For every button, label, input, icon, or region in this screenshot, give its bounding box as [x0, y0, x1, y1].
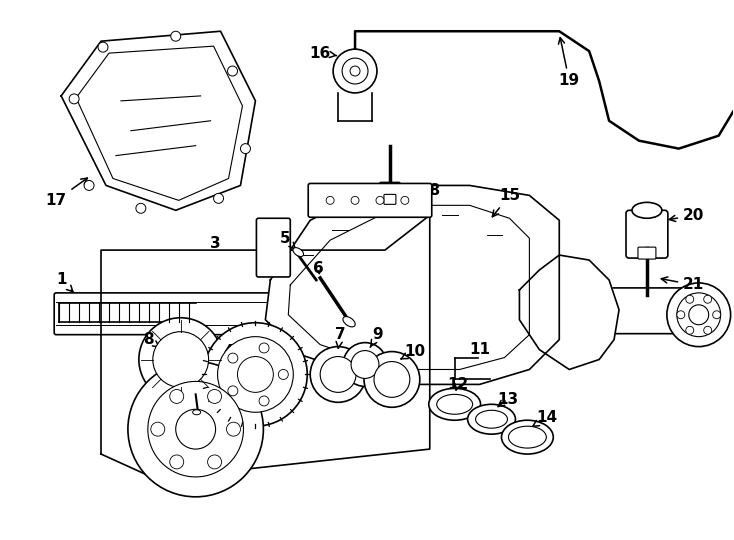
Ellipse shape — [501, 420, 553, 454]
Circle shape — [677, 311, 685, 319]
Polygon shape — [520, 255, 619, 369]
Ellipse shape — [632, 202, 662, 218]
Circle shape — [238, 356, 273, 393]
Circle shape — [374, 361, 410, 397]
Circle shape — [228, 386, 238, 396]
Circle shape — [320, 356, 356, 393]
Circle shape — [170, 389, 184, 403]
FancyBboxPatch shape — [384, 194, 396, 204]
Text: 13: 13 — [497, 392, 518, 407]
Circle shape — [686, 295, 694, 303]
Text: 5: 5 — [280, 231, 296, 249]
Circle shape — [217, 336, 294, 412]
Circle shape — [128, 361, 264, 497]
Circle shape — [704, 295, 712, 303]
Text: 21: 21 — [661, 277, 705, 293]
Circle shape — [208, 455, 222, 469]
Text: 18: 18 — [413, 183, 440, 198]
Circle shape — [351, 350, 379, 379]
Circle shape — [376, 197, 384, 204]
Ellipse shape — [192, 410, 200, 415]
Ellipse shape — [437, 394, 473, 414]
Circle shape — [175, 409, 216, 449]
Text: 17: 17 — [46, 178, 87, 208]
FancyBboxPatch shape — [517, 288, 716, 334]
FancyBboxPatch shape — [380, 183, 400, 197]
FancyBboxPatch shape — [54, 293, 277, 335]
Circle shape — [259, 343, 269, 353]
Text: 11: 11 — [469, 342, 490, 357]
Text: 6: 6 — [313, 260, 324, 275]
Circle shape — [241, 144, 250, 153]
Circle shape — [326, 197, 334, 204]
Circle shape — [704, 326, 712, 334]
Circle shape — [278, 369, 288, 380]
Text: 9: 9 — [370, 327, 383, 347]
Ellipse shape — [468, 404, 515, 434]
Circle shape — [69, 94, 79, 104]
Circle shape — [170, 455, 184, 469]
Ellipse shape — [429, 388, 481, 420]
Circle shape — [333, 49, 377, 93]
Circle shape — [208, 389, 222, 403]
Circle shape — [364, 352, 420, 407]
Circle shape — [310, 347, 366, 402]
Ellipse shape — [509, 426, 546, 448]
Circle shape — [686, 326, 694, 334]
Circle shape — [351, 197, 359, 204]
Text: 4: 4 — [223, 344, 239, 360]
Circle shape — [150, 422, 164, 436]
Circle shape — [343, 342, 387, 387]
Circle shape — [98, 42, 108, 52]
Circle shape — [203, 323, 308, 426]
Circle shape — [401, 197, 409, 204]
Circle shape — [136, 204, 146, 213]
Ellipse shape — [293, 248, 304, 256]
Text: 12: 12 — [447, 377, 468, 392]
Text: 7: 7 — [335, 327, 346, 348]
Circle shape — [84, 180, 94, 191]
Circle shape — [259, 396, 269, 406]
Text: 1: 1 — [56, 273, 73, 292]
Circle shape — [214, 193, 224, 204]
Polygon shape — [266, 185, 559, 384]
Circle shape — [667, 283, 730, 347]
Circle shape — [171, 31, 181, 41]
FancyBboxPatch shape — [626, 210, 668, 258]
Circle shape — [153, 332, 208, 387]
Text: 8: 8 — [144, 332, 159, 347]
Text: 19: 19 — [559, 38, 580, 89]
Circle shape — [228, 66, 238, 76]
Circle shape — [677, 293, 721, 336]
Text: 15: 15 — [493, 188, 520, 217]
Circle shape — [342, 58, 368, 84]
Text: 20: 20 — [669, 208, 705, 223]
Ellipse shape — [343, 316, 355, 327]
Text: 10: 10 — [401, 344, 426, 359]
Circle shape — [688, 305, 709, 325]
Ellipse shape — [476, 410, 507, 428]
Circle shape — [228, 353, 238, 363]
Circle shape — [148, 381, 244, 477]
Circle shape — [139, 318, 222, 401]
FancyBboxPatch shape — [308, 184, 432, 217]
FancyBboxPatch shape — [638, 247, 656, 259]
Text: 14: 14 — [531, 410, 558, 427]
Text: 2: 2 — [181, 374, 192, 394]
FancyBboxPatch shape — [256, 218, 290, 277]
Text: 3: 3 — [210, 235, 221, 251]
Text: 16: 16 — [310, 45, 336, 60]
Circle shape — [227, 422, 241, 436]
Circle shape — [713, 311, 721, 319]
Circle shape — [350, 66, 360, 76]
